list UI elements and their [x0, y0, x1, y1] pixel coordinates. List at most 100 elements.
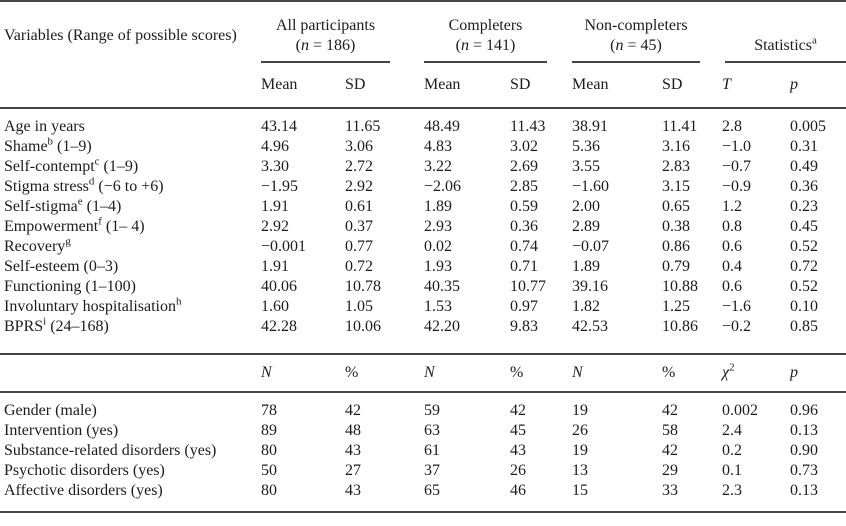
value-cell: 26: [510, 462, 526, 479]
value-cell: 3.22: [424, 158, 452, 175]
table-row: Self-esteem (0–3) 1.91 0.72 1.93 0.71 1.89 0.7…: [0, 257, 846, 277]
value-cell: 0.71: [510, 258, 538, 275]
value-cell: 10.77: [510, 278, 546, 295]
table-row: Self-contemptc (1–9) 3.30 2.72 3.22 2.69 3.55…: [0, 156, 846, 177]
value-cell: 58: [662, 422, 679, 439]
value-cell: 89: [261, 422, 277, 439]
value-cell: 11.65: [345, 118, 381, 135]
value-cell: 42: [510, 402, 526, 419]
value-cell: 19: [572, 402, 589, 419]
table-row: Stigma stressd (−6 to +6) −1.95 2.92 −2.06 2…: [0, 176, 846, 197]
value-cell: 27: [345, 462, 361, 479]
table-cell: Non-completers (n = 45): [572, 1, 722, 63]
value-cell: 38.91: [572, 118, 609, 135]
value-cell: 40.35: [424, 278, 460, 295]
value-cell: 80: [261, 442, 277, 459]
value-cell: 0.36: [790, 178, 819, 195]
value-cell: 0.31: [790, 138, 819, 155]
value-cell: 0.1: [722, 462, 743, 479]
value-cell: 1.82: [572, 298, 601, 315]
sd-header: SD: [662, 63, 723, 109]
value-cell: 0.72: [790, 258, 819, 275]
value-cell: 3.55: [572, 158, 601, 175]
value-cell: 0.59: [510, 198, 538, 215]
value-cell: 42.28: [261, 318, 297, 335]
categorical-subheader-section: N % N % N % χ2 p: [0, 353, 846, 393]
value-cell: −0.2: [722, 318, 752, 335]
variable-label: Intervention (yes): [4, 422, 119, 439]
value-cell: 10.06: [345, 318, 381, 335]
value-cell: 2.89: [572, 218, 601, 235]
continuous-variables-section: Age in years 43.14 11.65 48.49 11.43 38.91 11.…: [0, 108, 846, 354]
value-cell: 0.2: [722, 442, 743, 459]
n-header: N: [572, 353, 663, 393]
value-cell: 37: [424, 462, 440, 479]
value-cell: 59: [424, 402, 440, 419]
variable-label: Age in years: [4, 118, 85, 135]
table-row: Intervention (yes) 89 48 63 45 26 58 2.4 0.13: [0, 421, 846, 441]
table-row: Age in years 43.14 11.65 48.49 11.43 38.91 11.…: [0, 108, 846, 137]
table-row: Shameb (1–9) 4.96 3.06 4.83 3.02 5.36 3.16 −1.0…: [0, 135, 846, 157]
value-cell: 42: [662, 442, 679, 459]
value-cell: 42: [662, 402, 679, 419]
variable-label: Functioning (1–100): [4, 278, 136, 295]
categorical-subheader-row: N % N % N % χ2 p: [0, 353, 846, 393]
table-cell: Completers (n = 141): [424, 1, 572, 63]
value-cell: 42: [345, 402, 361, 419]
group-name: Non-completers: [584, 17, 688, 34]
variable-label: Involuntary hospitalisationh: [4, 295, 182, 315]
value-cell: 0.6: [722, 278, 743, 295]
table-row: Functioning (1–100) 40.06 10.78 40.35 10.77 3…: [0, 277, 846, 297]
value-cell: 2.92: [261, 218, 289, 235]
percent-header: %: [510, 353, 573, 393]
table-cell: Statisticsa: [722, 1, 846, 63]
variable-label: Shameb (1–9): [4, 135, 92, 155]
value-cell: 0.45: [790, 218, 819, 235]
value-cell: 39.16: [572, 278, 609, 295]
value-cell: −1.0: [722, 138, 752, 155]
variable-label: Recoveryg: [4, 235, 71, 255]
value-cell: 1.93: [424, 258, 452, 275]
value-cell: 13: [572, 462, 589, 479]
value-cell: 1.2: [722, 198, 743, 215]
value-cell: 1.53: [424, 298, 452, 315]
value-cell: 0.52: [790, 238, 819, 255]
categorical-variables-section: Gender (male) 78 42 59 42 19 42 0.002 0.96 Interv…: [0, 392, 846, 512]
value-cell: 50: [261, 462, 277, 479]
value-cell: 0.38: [662, 218, 691, 235]
value-cell: −1.60: [572, 178, 610, 195]
value-cell: 46: [510, 482, 526, 499]
value-cell: 42.53: [572, 318, 609, 335]
table-row: Psychotic disorders (yes) 50 27 37 26 13 29 0.1…: [0, 461, 846, 481]
value-cell: 78: [261, 402, 277, 419]
value-cell: 0.65: [662, 198, 691, 215]
group-header-statistics: Statisticsa: [725, 35, 846, 63]
value-cell: 1.91: [261, 258, 289, 275]
group-name: All participants: [275, 17, 376, 34]
variable-label: Gender (male): [4, 402, 97, 419]
value-cell: 2.92: [345, 178, 373, 195]
value-cell: 48: [345, 422, 361, 439]
value-cell: 11.43: [510, 118, 546, 135]
value-cell: 11.41: [662, 118, 698, 135]
value-cell: 29: [662, 462, 679, 479]
value-cell: 0.90: [790, 442, 819, 459]
value-cell: 61: [424, 442, 440, 459]
value-cell: 43: [345, 442, 361, 459]
value-cell: 2.83: [662, 158, 691, 175]
value-cell: 0.37: [345, 218, 373, 235]
value-cell: 0.13: [790, 482, 819, 499]
value-cell: 1.05: [345, 298, 373, 315]
value-cell: 0.86: [662, 238, 691, 255]
value-cell: 26: [572, 422, 589, 439]
group-n: (n = 186): [295, 37, 356, 54]
value-cell: 4.83: [424, 138, 452, 155]
value-cell: 0.85: [790, 318, 819, 335]
value-cell: 10.86: [662, 318, 699, 335]
value-cell: −1.95: [261, 178, 299, 195]
value-cell: 10.88: [662, 278, 699, 295]
value-cell: 0.13: [790, 422, 819, 439]
n-header: N: [424, 353, 510, 393]
value-cell: 0.23: [790, 198, 819, 215]
